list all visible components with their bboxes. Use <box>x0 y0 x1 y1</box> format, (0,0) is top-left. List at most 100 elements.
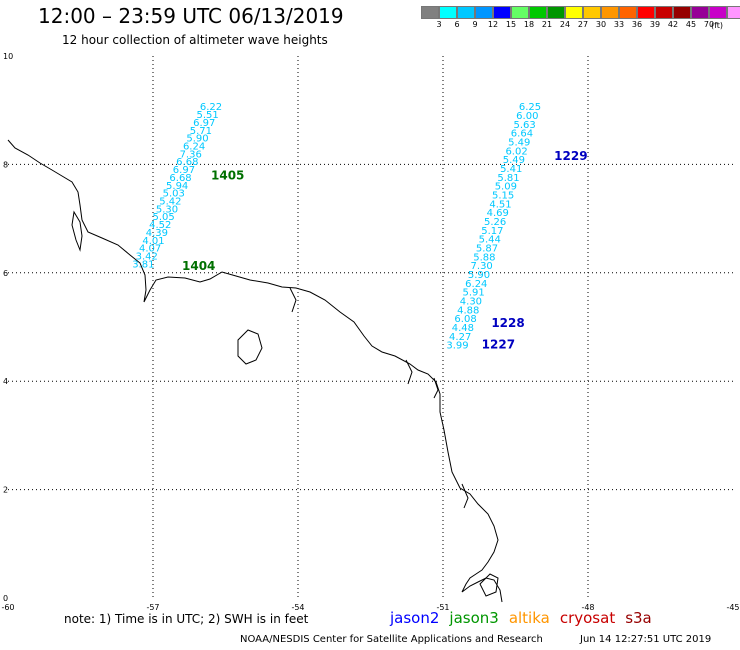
wave-height-value: 5.94 <box>166 181 188 192</box>
legend-label: 24 <box>559 20 571 29</box>
legend-swatch <box>511 6 529 19</box>
wave-height-value: 7.36 <box>180 149 202 160</box>
wave-height-value: 6.68 <box>176 157 198 168</box>
wave-height-value: 5.51 <box>196 110 218 121</box>
legend-label: 18 <box>523 20 535 29</box>
satellite-altika: altika <box>508 609 550 627</box>
island <box>479 573 499 597</box>
pass-time-label: 1404 <box>182 259 215 273</box>
wave-height-value: 4.48 <box>452 323 474 334</box>
wave-height-value: 6.02 <box>505 146 527 157</box>
wave-height-value: 4.88 <box>457 305 479 316</box>
wave-height-value: 6.24 <box>183 141 205 152</box>
legend-swatch <box>673 6 691 19</box>
x-tick-label: -48 <box>581 603 594 612</box>
wave-height-value: 5.81 <box>497 173 519 184</box>
wave-height-value: 4.07 <box>139 244 161 255</box>
legend-label: 33 <box>613 20 625 29</box>
legend-label: 12 <box>487 20 499 29</box>
legend-label: 27 <box>577 20 589 29</box>
coastline <box>7 139 503 603</box>
legend-swatch <box>691 6 709 19</box>
x-tick-label: -60 <box>1 603 14 612</box>
track-jason3: 6.225.516.975.715.906.247.366.686.976.68… <box>132 102 244 273</box>
satellite-s3a: s3a <box>625 609 652 627</box>
legend-label: 39 <box>649 20 661 29</box>
x-tick-label: -57 <box>146 603 159 612</box>
legend-swatch <box>457 6 475 19</box>
wave-height-value: 5.41 <box>500 164 522 175</box>
wave-height-value: 4.39 <box>146 228 168 239</box>
wave-height-value: 5.09 <box>495 182 517 193</box>
wave-height-value: 5.49 <box>508 138 530 149</box>
satellite-cryosat: cryosat <box>559 609 616 627</box>
wave-height-value: 4.69 <box>487 208 509 219</box>
wave-height-value: 6.25 <box>519 102 541 113</box>
legend-swatch <box>493 6 511 19</box>
wave-height-value: 4.27 <box>449 332 471 343</box>
wave-height-value: 5.71 <box>190 126 212 137</box>
legend-swatch <box>439 6 457 19</box>
pass-time-label: 1229 <box>554 149 587 163</box>
wave-height-value: 6.97 <box>173 165 195 176</box>
wave-height-value: 5.90 <box>468 270 490 281</box>
wave-height-value: 5.05 <box>153 212 175 223</box>
x-tick-label: -51 <box>436 603 449 612</box>
wave-height-value: 7.30 <box>471 261 493 272</box>
generated-timestamp: Jun 14 12:27:51 UTC 2019 <box>580 634 712 645</box>
legend-label: 42 <box>667 20 679 29</box>
wave-height-value: 6.24 <box>465 279 487 290</box>
x-tick-label: -45 <box>726 603 739 612</box>
map-title: 12:00 – 23:59 UTC 06/13/2019 <box>38 4 344 28</box>
coastline-estuary <box>289 287 297 313</box>
altimeter-tracks: 6.225.516.975.715.906.247.366.686.976.68… <box>132 102 587 351</box>
y-tick-label: 6 <box>3 269 8 278</box>
legend-label: 9 <box>472 20 478 29</box>
wave-height-value: 4.51 <box>489 199 511 210</box>
wave-height-value: 6.00 <box>516 111 538 122</box>
wave-height-value: 5.30 <box>156 204 178 215</box>
wave-height-value: 6.08 <box>454 314 476 325</box>
legend-label: 70 <box>703 20 715 29</box>
wave-height-value: 5.42 <box>159 197 181 208</box>
satellite-jason3: jason3 <box>449 609 499 627</box>
coastline-estuary <box>405 359 413 385</box>
legend-swatch <box>529 6 547 19</box>
legend-label: 15 <box>505 20 517 29</box>
coastline-estuary <box>71 210 83 252</box>
wave-height-value: 5.90 <box>186 134 208 145</box>
satellite-jason2: jason2 <box>390 609 440 627</box>
island <box>237 329 263 365</box>
wave-height-value: 6.97 <box>193 118 215 129</box>
wave-height-value: 5.44 <box>479 235 501 246</box>
pass-time-label: 1227 <box>482 338 515 352</box>
wave-height-value: 6.64 <box>511 129 533 140</box>
y-tick-label: 4 <box>3 377 8 386</box>
legend-unit: (ft) <box>711 21 724 30</box>
footer-note: note: 1) Time is in UTC; 2) SWH is in fe… <box>64 612 309 626</box>
axis-tick-labels: -60 -57 -54 -51 -48 -45 0 2 4 6 8 10 <box>1 52 739 612</box>
pass-time-label: 1228 <box>491 316 524 330</box>
legend-swatch <box>583 6 601 19</box>
legend-label: 36 <box>631 20 643 29</box>
satellite-legend: jason2 jason3 altika cryosat s3a <box>390 609 662 627</box>
wave-height-value: 6.22 <box>200 102 222 113</box>
legend-swatch <box>655 6 673 19</box>
wave-height-value: 4.52 <box>149 220 171 231</box>
pass-time-label: 1405 <box>211 169 244 183</box>
wave-height-value: 5.91 <box>462 288 484 299</box>
legend-label: 45 <box>685 20 697 29</box>
legend-swatch <box>475 6 493 19</box>
coastline-estuary <box>433 377 439 399</box>
map-subtitle: 12 hour collection of altimeter wave hei… <box>62 33 328 47</box>
legend-swatch <box>565 6 583 19</box>
legend-swatch <box>637 6 655 19</box>
lat-lon-grid <box>8 56 733 598</box>
x-tick-label: -54 <box>291 603 304 612</box>
legend-label: 3 <box>436 20 442 29</box>
wave-height-value: 5.63 <box>513 120 535 131</box>
legend-swatches <box>421 6 740 19</box>
wave-height-value: 5.17 <box>481 226 503 237</box>
legend-labels: 3 6 9 12 15 18 21 24 27 30 33 36 39 42 45 70 <box>421 19 740 31</box>
